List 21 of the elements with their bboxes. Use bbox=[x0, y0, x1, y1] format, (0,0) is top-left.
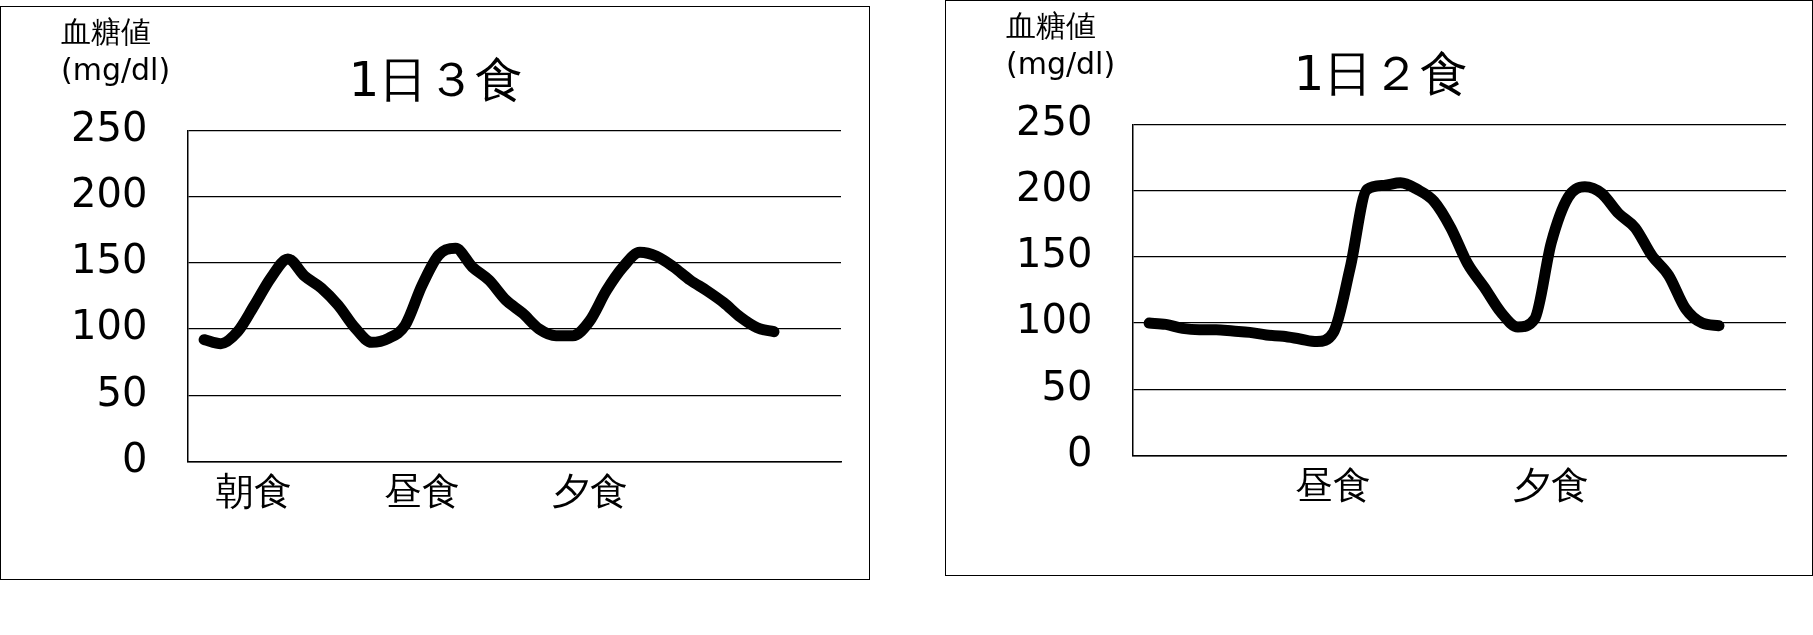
y-tick-label: 200 bbox=[70, 170, 148, 217]
y-tick-label: 0 bbox=[121, 434, 148, 481]
y-axis-title: 血糖値 (mg/dl) bbox=[1006, 7, 1116, 81]
x-tick-label: 昼食 bbox=[1295, 463, 1372, 508]
y-tick-label: 150 bbox=[70, 236, 148, 283]
y-tick-label: 0 bbox=[1066, 428, 1093, 475]
y-tick-label: 250 bbox=[1015, 97, 1093, 144]
y-tick-label: 200 bbox=[1015, 164, 1093, 211]
y-tick-label: 50 bbox=[96, 368, 148, 415]
chart-title: 1日２食 bbox=[1293, 45, 1469, 102]
y-tick-label: 100 bbox=[70, 302, 148, 349]
y-axis-title: 血糖値 (mg/dl) bbox=[61, 13, 171, 87]
y-tick-label: 100 bbox=[1015, 296, 1093, 343]
y-tick-label: 250 bbox=[70, 103, 148, 150]
x-tick-label: 朝食 bbox=[216, 469, 293, 514]
x-tick-label: 昼食 bbox=[383, 469, 460, 514]
x-tick-label: 夕食 bbox=[551, 469, 628, 514]
y-tick-label: 150 bbox=[1015, 230, 1093, 277]
chart-title: 1日３食 bbox=[348, 51, 524, 108]
x-tick-label: 夕食 bbox=[1513, 463, 1590, 508]
y-tick-label: 50 bbox=[1041, 362, 1093, 409]
